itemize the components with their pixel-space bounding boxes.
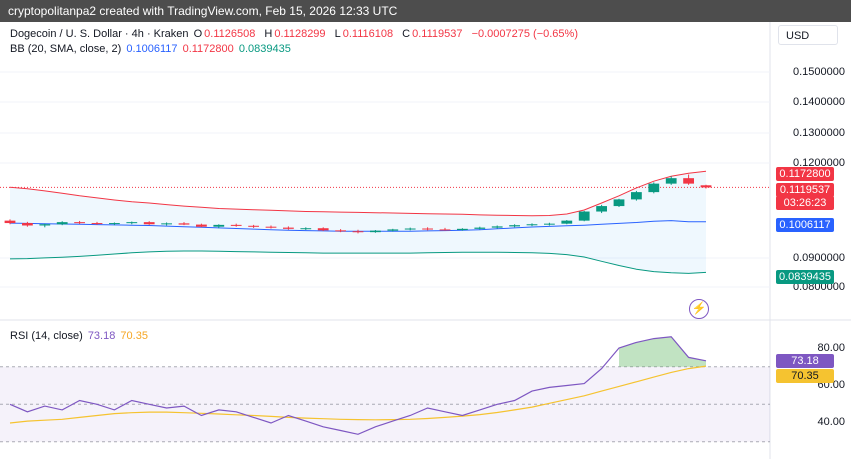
bb-lower-tag: 0.0839435 (776, 270, 834, 284)
candle-body (648, 183, 660, 193)
candle-body (248, 225, 259, 227)
high-value: 0.1128299 (274, 28, 326, 40)
candle-body (230, 224, 242, 226)
candle-body (474, 227, 486, 229)
bb-legend: BB (20, SMA, close, 2) 0.1006117 0.11728… (10, 43, 293, 55)
candle-body (439, 229, 451, 231)
candle-body (544, 223, 555, 225)
candle-body (143, 222, 155, 225)
low-label: L (334, 28, 341, 40)
price-tick: 0.1500000 (793, 66, 845, 78)
rsi-ma-line (9, 365, 707, 424)
candle-body (265, 226, 277, 228)
candle-body (561, 220, 573, 224)
open-value: 0.1126508 (204, 28, 256, 40)
candle-body (178, 223, 190, 225)
candle-body (387, 229, 399, 231)
bb-lower-value: 0.0839435 (238, 43, 291, 55)
candle-body (335, 230, 346, 232)
candle-body (683, 178, 694, 184)
rsi-tick: 80.00 (817, 342, 845, 354)
candle-body (578, 211, 590, 221)
candle-body (56, 222, 68, 225)
candle-body (39, 224, 51, 226)
candle-body (22, 223, 33, 226)
candle-body (422, 228, 433, 230)
last-price-tag: 0.1119537 (776, 183, 834, 197)
candle-body (4, 220, 16, 224)
candle-body (509, 225, 520, 227)
candle-body (404, 228, 416, 230)
attribution-bar: cryptopolitanpa2 created with TradingVie… (0, 0, 851, 22)
rsi-legend: RSI (14, close) 73.18 70.35 (10, 330, 150, 342)
close-value: 0.1119537 (412, 28, 463, 40)
bb-basis-value: 0.1006117 (126, 43, 178, 55)
candle-body (283, 227, 294, 229)
currency-button[interactable]: USD (778, 25, 838, 45)
candle-body (526, 224, 538, 226)
price-tick: 0.0900000 (793, 252, 845, 264)
candle-body (700, 185, 712, 188)
candle-body (126, 222, 138, 224)
candle-body (317, 228, 329, 231)
bb-fill (10, 171, 706, 274)
bb-basis-tag: 0.1006117 (776, 218, 834, 232)
low-value: 0.1116108 (342, 28, 394, 40)
candle-body (613, 199, 625, 207)
countdown-tag: 03:26:23 (776, 196, 834, 210)
symbol-label: Dogecoin / U. S. Dollar · 4h · Kraken (10, 28, 189, 40)
candle-body (665, 178, 677, 184)
lightning-icon[interactable]: ⚡ (689, 299, 709, 319)
rsi-tick: 40.00 (817, 416, 845, 428)
change-value: −0.0007275 (−0.65%) (471, 28, 578, 40)
price-tick: 0.0800000 (793, 281, 845, 293)
rsi-tag: 73.18 (776, 354, 834, 368)
bb-label: BB (20, SMA, close, 2) (10, 43, 122, 55)
candle-body (91, 223, 103, 225)
close-label: C (402, 28, 411, 40)
rsi-ma-tag: 70.35 (776, 369, 834, 383)
candle-body (109, 223, 120, 225)
candle-body (596, 206, 607, 212)
candle-body (300, 228, 312, 230)
candle-body (457, 228, 468, 231)
price-tick: 0.1200000 (793, 157, 845, 169)
rsi-value: 73.18 (87, 330, 116, 342)
rsi-label: RSI (14, close) (10, 330, 83, 342)
bb-upper-line (9, 170, 707, 217)
candle-body (213, 224, 225, 227)
bb-upper-value: 0.1172800 (182, 43, 234, 55)
candle-body (74, 222, 85, 224)
rsi-ma-value: 70.35 (120, 330, 148, 342)
price-tick: 0.1400000 (793, 96, 845, 108)
high-label: H (264, 28, 273, 40)
bb-lower-line (9, 250, 707, 274)
candle-body (161, 223, 172, 225)
candle-body (370, 230, 381, 233)
open-label: O (193, 28, 203, 40)
rsi-overbought-fill (619, 336, 706, 367)
price-tick: 0.1300000 (793, 127, 845, 139)
candle-body (631, 192, 642, 200)
candle-body (352, 231, 364, 233)
bb-upper-tag: 0.1172800 (776, 167, 834, 181)
candle-body (196, 224, 207, 227)
candle-body (491, 226, 503, 228)
rsi-line (9, 336, 707, 435)
